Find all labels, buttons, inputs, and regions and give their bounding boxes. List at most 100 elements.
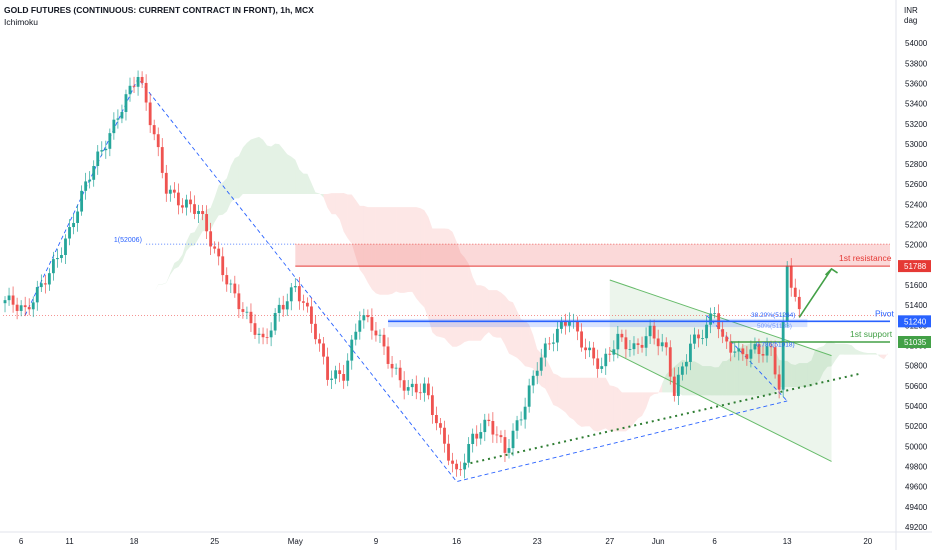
candle-body (781, 320, 785, 390)
candle-body (245, 311, 249, 313)
candle-body (745, 354, 749, 359)
ichimoku-cloud-segment (420, 208, 425, 308)
candle-body (624, 337, 628, 350)
candle-body (362, 315, 366, 321)
candle-body (769, 346, 773, 348)
ichimoku-cloud-segment (617, 387, 622, 432)
candle-body (193, 204, 196, 214)
fib-trend-line (24, 77, 788, 483)
ichimoku-cloud-segment (182, 241, 187, 262)
candle-body (241, 309, 245, 312)
ichimoku-cloud-segment (815, 347, 820, 384)
ichimoku-cloud-segment (698, 363, 703, 396)
ichimoku-cloud-segment (412, 207, 417, 299)
candle-body (547, 343, 551, 345)
ichimoku-cloud-segment (287, 154, 292, 194)
ichimoku-cloud-segment (835, 343, 840, 360)
ichimoku-cloud-segment (577, 377, 582, 427)
candle-body (773, 347, 777, 375)
ichimoku-cloud-segment (339, 193, 344, 232)
candle-body (181, 205, 184, 208)
candle-body (443, 427, 446, 444)
ichimoku-cloud-segment (593, 377, 598, 432)
candle-body (176, 192, 180, 206)
candle-body (11, 295, 15, 305)
ichimoku-cloud-segment (654, 392, 659, 395)
x-tick-label: 11 (65, 537, 74, 546)
ichimoku-cloud-segment (811, 349, 816, 388)
candle-body (305, 302, 309, 307)
ichimoku-cloud-segment (392, 207, 397, 294)
candle-body (342, 374, 346, 381)
ichimoku-cloud-segment (504, 295, 509, 354)
candle-body (249, 311, 253, 324)
candle-body (273, 312, 277, 331)
ichimoku-cloud-segment (529, 324, 534, 369)
candle-body (467, 444, 471, 463)
ichimoku-cloud-segment (158, 284, 163, 286)
ichimoku-cloud-segment (315, 192, 320, 194)
ichimoku-cloud-segment (355, 200, 360, 270)
candle-body (551, 342, 555, 344)
candle-body (3, 300, 7, 304)
x-tick-label: 23 (533, 537, 542, 546)
candle-body (519, 419, 523, 421)
x-tick-label: 16 (452, 537, 461, 546)
candle-body (765, 346, 769, 356)
candle-body (132, 85, 136, 87)
ichimoku-cloud-segment (488, 290, 493, 337)
y-tick-label: 52200 (905, 221, 928, 230)
y-tick-label: 52600 (905, 180, 928, 189)
x-tick-label: Jun (652, 537, 665, 546)
candle-body (652, 325, 656, 339)
candle-body (757, 344, 761, 355)
ichimoku-cloud-segment (706, 366, 711, 396)
candle-body (608, 353, 612, 355)
y-tick-label: 49800 (905, 462, 928, 471)
candle-body (60, 255, 63, 259)
price-tag-label: 51035 (904, 338, 927, 347)
ichimoku-cloud-segment (303, 173, 308, 194)
ichimoku-cloud-segment (174, 260, 179, 270)
ichimoku-cloud-segment (246, 139, 251, 194)
price-tag-label: 51788 (904, 262, 927, 271)
ichimoku-cloud-segment (843, 343, 848, 355)
ichimoku-cloud-segment (226, 165, 231, 212)
y-tick-label: 53600 (905, 79, 928, 88)
candle-body (27, 307, 31, 310)
candle-body (100, 150, 104, 152)
ichimoku-cloud-segment (609, 385, 614, 432)
candle-body (761, 354, 765, 356)
candle-body (523, 406, 527, 420)
candle-body (697, 334, 700, 339)
ichimoku-cloud-segment (311, 183, 316, 194)
candle-body (410, 383, 414, 388)
ichimoku-cloud-segment (621, 392, 626, 432)
fib-38-label: 38.20%(51264) (751, 312, 795, 319)
candle-body (350, 339, 354, 361)
ichimoku-cloud-segment (359, 205, 364, 276)
candle-body (725, 336, 729, 342)
ichimoku-cloud-segment (722, 360, 727, 396)
ichimoku-cloud-segment (351, 194, 356, 257)
candle-body (406, 387, 410, 391)
ichimoku-cloud-segment (799, 363, 804, 388)
candle-body (43, 283, 47, 285)
candle-body (265, 337, 269, 339)
ichimoku-cloud-segment (400, 207, 405, 293)
candle-body (648, 325, 652, 337)
ichimoku-cloud-segment (569, 377, 574, 420)
ichimoku-cloud-segment (517, 310, 522, 362)
ichimoku-cloud-segment (263, 139, 268, 194)
candle-body (297, 286, 301, 302)
channel-upper-line (609, 279, 832, 357)
candle-body (47, 273, 51, 285)
candle-body (51, 259, 55, 274)
candle-body (543, 343, 547, 358)
ichimoku-cloud-segment (597, 377, 602, 432)
candle-body (680, 366, 684, 375)
y-tick-label: 49400 (905, 503, 928, 512)
ichimoku-cloud-segment (533, 335, 538, 382)
